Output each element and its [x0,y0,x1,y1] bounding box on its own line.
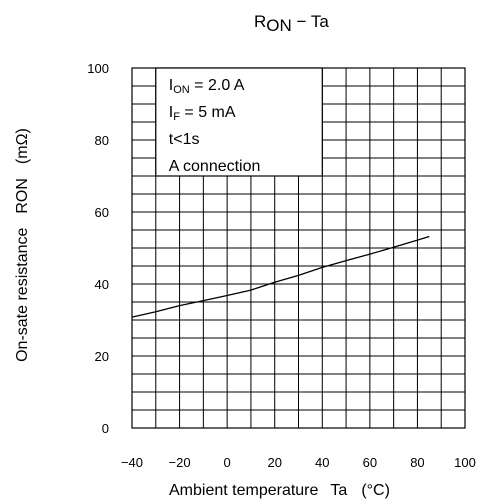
x-tick-label: −40 [121,455,143,470]
x-axis-label: Ambient temperature Ta (°C) [169,482,390,499]
y-tick-label: 80 [95,133,109,148]
x-tick-label: 60 [363,455,377,470]
y-tick-label: 20 [95,349,109,364]
x-tick-label: 40 [315,455,329,470]
conditions-box: ION = 2.0 A IF = 5 mA t<1s A connection [155,67,323,177]
condition-connection: A connection [169,158,261,175]
conditions-box-border [155,67,323,177]
y-tick-labels: 0 20 40 60 80 100 [87,61,109,436]
x-tick-label: 20 [267,455,281,470]
condition-time: t<1s [169,131,200,148]
y-tick-label: 40 [95,277,109,292]
series-layer [131,235,430,318]
chart-title: RON − Ta [254,12,329,35]
y-tick-label: 0 [102,421,109,436]
x-tick-label: 100 [454,455,476,470]
x-tick-label: −20 [169,455,191,470]
condition-ion: ION = 2.0 A [169,77,245,96]
condition-if: IF = 5 mA [169,104,236,123]
y-axis-label: On-sate resistanceRON(mΩ) [14,128,31,362]
x-tick-labels: −40 −20 0 20 40 60 80 100 [121,455,476,470]
x-tick-label: 80 [410,455,424,470]
y-tick-label: 60 [95,205,109,220]
y-tick-label: 100 [87,61,109,76]
x-tick-label: 0 [224,455,231,470]
series-line-0 [131,235,430,318]
